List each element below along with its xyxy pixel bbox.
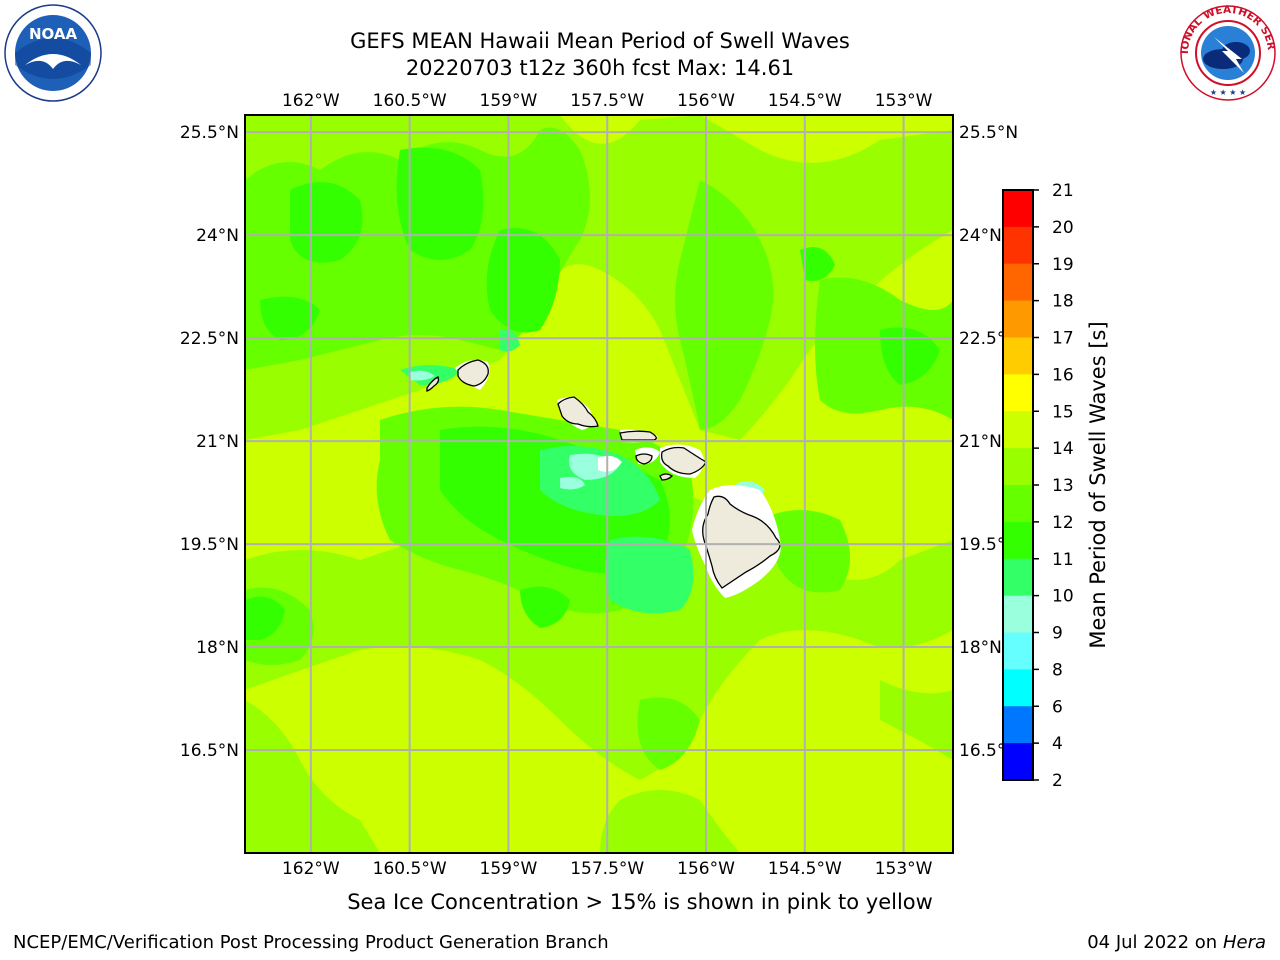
footer-date-text: 04 Jul 2022 on (1087, 932, 1223, 953)
colorbar-label: Mean Period of Swell Waves [s] (1086, 321, 1110, 648)
lon-tick-label-bottom: 156°W (677, 859, 735, 879)
island-molokai (619, 430, 657, 441)
map-gridlines (245, 115, 953, 853)
colorbar-swatch (1003, 632, 1033, 670)
nws-logo: NATIONAL WEATHER SERVICE ★ ★ ★ ★ (1178, 3, 1277, 101)
lon-tick-label-top: 153°W (875, 91, 933, 111)
noaa-logo: NOAA (4, 4, 102, 102)
chart-subtitle: 20220703 t12z 360h fcst Max: 14.61 (405, 56, 795, 80)
island-kauai (457, 359, 489, 387)
colorbar-swatch (1003, 521, 1033, 560)
colorbar-swatch (1003, 669, 1033, 707)
island-lanai (635, 453, 653, 465)
lon-ticks-top: 162°W 160.5°W 159°W 157.5°W 156°W 154.5°W 153°… (282, 91, 933, 111)
lon-tick-label-top: 162°W (282, 91, 340, 111)
colorbar-tick-label: 20 (1052, 218, 1074, 238)
colorbar-tick-label: 18 (1052, 292, 1074, 312)
lat-tick-label-left: 21°N (196, 432, 239, 452)
colorbar-tick-label: 17 (1052, 329, 1074, 349)
footer-host: Hera (1222, 932, 1266, 953)
colorbar-swatch (1003, 448, 1033, 486)
lat-tick-label-right: 18°N (959, 638, 1002, 658)
colorbar-swatch (1003, 374, 1033, 412)
hawaiian-islands (426, 359, 781, 589)
colorbar-tick-label: 16 (1052, 365, 1074, 385)
footer-date: 04 Jul 2022 on Hera (1087, 932, 1266, 953)
island-kahoolawe (659, 473, 674, 481)
lon-tick-label-bottom: 162°W (282, 859, 340, 879)
colorbar-tick-label: 2 (1052, 771, 1063, 791)
colorbar-tick-label: 19 (1052, 255, 1074, 275)
colorbar-swatch (1003, 226, 1033, 265)
colorbar-tick-label: 15 (1052, 402, 1074, 422)
map-plot-area (245, 115, 953, 853)
island-hawaii (702, 495, 781, 589)
colorbar-tick-label: 8 (1052, 660, 1063, 680)
colorbar-tick-label: 9 (1052, 624, 1063, 644)
colorbar-swatch (1003, 485, 1033, 523)
colorbar-tick-label: 13 (1052, 476, 1074, 496)
noaa-logo-text: NOAA (29, 25, 78, 43)
map-frame (244, 114, 954, 854)
island-oahu (557, 396, 599, 428)
colorbar-tick-label: 10 (1052, 587, 1074, 607)
colorbar-swatch (1003, 558, 1033, 597)
colorbar-tick-label: 4 (1052, 734, 1063, 754)
colorbar (1002, 189, 1034, 781)
island-maui (660, 446, 707, 475)
lon-tick-label-top: 159°W (480, 91, 538, 111)
colorbar-swatch (1003, 337, 1033, 375)
lon-tick-label-bottom: 160.5°W (373, 859, 447, 879)
colorbar-tick-label: 6 (1052, 697, 1063, 717)
lat-tick-label-left: 24°N (196, 226, 239, 246)
lon-tick-label-top: 160.5°W (373, 91, 447, 111)
colorbar-swatch (1003, 263, 1033, 302)
svg-text:★ ★ ★ ★: ★ ★ ★ ★ (1210, 88, 1246, 97)
footer-branch: NCEP/EMC/Verification Post Processing Pr… (13, 932, 609, 953)
colorbar-swatch (1003, 595, 1033, 633)
lat-tick-label-right: 21°N (959, 432, 1002, 452)
colorbar-ticks: 21 20 19 18 17 16 15 14 13 12 11 10 9 8 6 4 2 (1033, 181, 1074, 791)
lat-tick-label-right: 25.5°N (959, 123, 1018, 143)
lon-tick-label-top: 157.5°W (570, 91, 644, 111)
lon-tick-label-top: 156°W (677, 91, 735, 111)
lat-tick-label-left: 25.5°N (180, 123, 239, 143)
chart-title: GEFS MEAN Hawaii Mean Period of Swell Wa… (350, 29, 850, 53)
lon-tick-label-bottom: 153°W (875, 859, 933, 879)
lon-tick-label-top: 154.5°W (768, 91, 842, 111)
lat-tick-label-left: 19.5°N (180, 535, 239, 555)
colorbar-tick-label: 11 (1052, 550, 1074, 570)
lat-ticks-left: 25.5°N 24°N 22.5°N 21°N 19.5°N 18°N 16.5°N (180, 123, 239, 761)
colorbar-swatch (1003, 743, 1033, 781)
colorbar-tick-label: 14 (1052, 439, 1074, 459)
colorbar-swatch (1003, 706, 1033, 744)
lat-tick-label-right: 24°N (959, 226, 1002, 246)
lon-tick-label-bottom: 157.5°W (570, 859, 644, 879)
lon-ticks-bottom: 162°W 160.5°W 159°W 157.5°W 156°W 154.5°W 153°… (282, 859, 933, 879)
island-niihau (426, 376, 440, 392)
sea-ice-note: Sea Ice Concentration > 15% is shown in … (347, 890, 933, 914)
colorbar-tick-label: 21 (1052, 181, 1074, 201)
colorbar-swatch (1003, 190, 1033, 228)
swell-period-contours (245, 115, 953, 853)
lon-tick-label-bottom: 154.5°W (768, 859, 842, 879)
colorbar-swatch (1003, 411, 1033, 449)
lon-tick-label-bottom: 159°W (480, 859, 538, 879)
lat-tick-label-left: 16.5°N (180, 741, 239, 761)
colorbar-tick-label: 12 (1052, 513, 1074, 533)
colorbar-swatch (1003, 300, 1033, 338)
lat-tick-label-left: 22.5°N (180, 329, 239, 349)
lat-tick-label-left: 18°N (196, 638, 239, 658)
